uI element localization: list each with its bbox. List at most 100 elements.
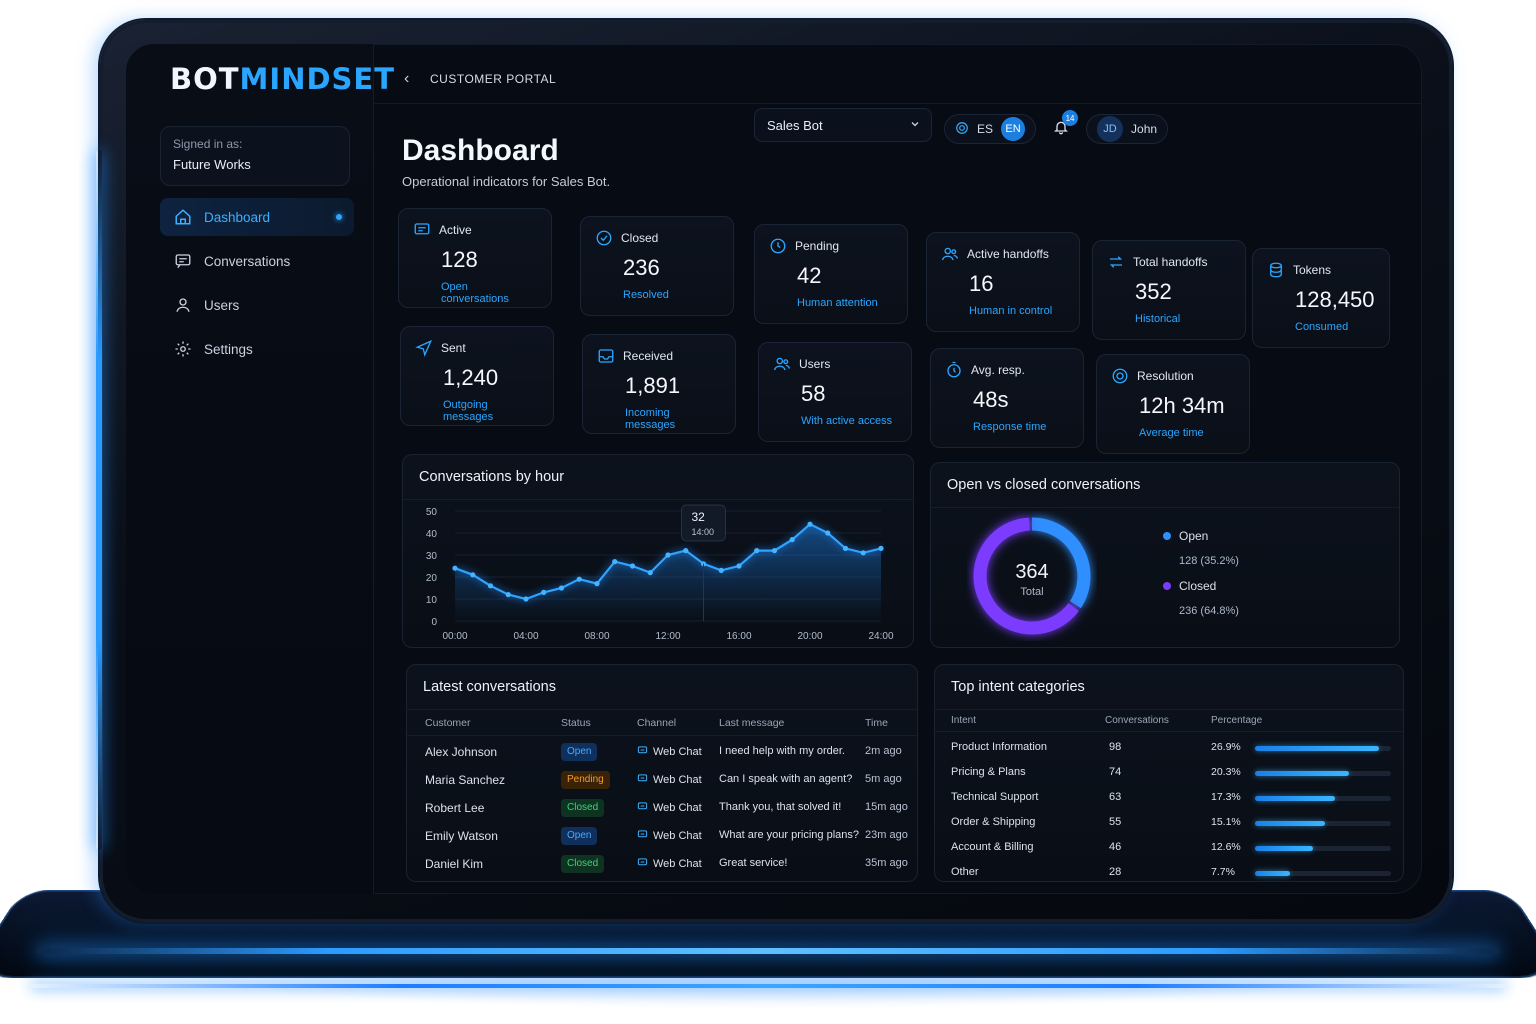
data-point — [541, 590, 546, 595]
signed-in-label: Signed in as: — [173, 137, 337, 151]
last-message: Great service! — [719, 857, 787, 869]
column-header[interactable]: Time — [865, 717, 888, 729]
kpi-value: 48s — [973, 387, 1069, 413]
table-row[interactable]: Maria Sanchez Pending Web Chat Can I speak … — [407, 767, 917, 795]
channel-cell: Web Chat — [637, 745, 702, 759]
x-tick-label: 16:00 — [726, 631, 751, 642]
table-row[interactable]: Daniel Kim Closed Web Chat Great service! 35… — [407, 851, 917, 879]
latest-conversations-panel: Latest conversations Customer Status Chann… — [406, 664, 918, 882]
kpi-card-pending[interactable]: Pending 42 Human attention — [754, 224, 908, 324]
kpi-label: Sent — [441, 341, 466, 355]
column-header[interactable]: Percentage — [1211, 715, 1262, 726]
intent-count: 63 — [1109, 791, 1121, 803]
table-row[interactable]: Other 28 7.7% — [935, 860, 1403, 888]
intent-count: 98 — [1109, 741, 1121, 753]
percentage-bar-track — [1255, 846, 1391, 851]
data-point — [648, 570, 653, 575]
notifications-button[interactable]: 14 — [1046, 114, 1076, 144]
brand-logo[interactable]: BOTMINDSET — [170, 62, 395, 96]
column-header[interactable]: Last message — [719, 717, 784, 729]
panel-title: Conversations by hour — [419, 469, 564, 485]
lang-es[interactable]: ES — [977, 122, 993, 136]
gear-icon — [174, 340, 192, 358]
table-row[interactable]: Alex Johnson Open Web Chat I need help with… — [407, 739, 917, 767]
customer-name: Robert Lee — [425, 801, 484, 815]
sidebar-item-dashboard[interactable]: Dashboard — [160, 198, 354, 236]
kpi-caption: Response time — [973, 421, 1069, 433]
chat-icon — [413, 221, 431, 239]
data-point — [861, 550, 866, 555]
column-header[interactable]: Status — [561, 717, 591, 729]
kpi-card-active-handoffs[interactable]: Active handoffs 16 Human in control — [926, 232, 1080, 332]
table-row[interactable]: Robert Lee Closed Web Chat Thank you, that … — [407, 795, 917, 823]
notification-badge: 14 — [1062, 110, 1078, 126]
kpi-label: Closed — [621, 231, 658, 245]
top-intents-panel: Top intent categories Intent Conversation… — [934, 664, 1404, 882]
kpi-value: 16 — [969, 271, 1065, 297]
x-tick-label: 12:00 — [655, 631, 680, 642]
kpi-card-received[interactable]: Received 1,891 Incoming messages — [582, 334, 736, 434]
percentage-bar-fill — [1255, 846, 1313, 851]
sidebar-item-users[interactable]: Users — [160, 286, 354, 324]
column-header[interactable]: Customer — [425, 717, 471, 729]
intent-name: Order & Shipping — [951, 816, 1035, 828]
table-row[interactable]: Order & Shipping 55 15.1% — [935, 810, 1403, 838]
user-menu[interactable]: JD John — [1086, 114, 1168, 144]
kpi-card-active[interactable]: Active 128 Open conversations — [398, 208, 552, 308]
kpi-card-users[interactable]: Users 58 With active access — [758, 342, 912, 442]
timer-icon — [945, 361, 963, 379]
table-row[interactable]: Account & Billing 46 12.6% — [935, 835, 1403, 863]
column-header[interactable]: Channel — [637, 717, 676, 729]
lang-en[interactable]: EN — [1001, 117, 1025, 141]
panel-title: Top intent categories — [951, 679, 1085, 695]
percentage-bar-fill — [1255, 771, 1349, 776]
sidebar-item-conversations[interactable]: Conversations — [160, 242, 354, 280]
page-title: Dashboard — [402, 134, 559, 168]
kpi-card-tokens[interactable]: Tokens 128,450 Consumed — [1252, 248, 1390, 348]
column-header[interactable]: Intent — [951, 715, 976, 726]
page-subtitle: Operational indicators for Sales Bot. — [402, 174, 610, 189]
kpi-card-avg-resp[interactable]: Avg. resp. 48s Response time — [930, 348, 1084, 448]
x-tick-label: 24:00 — [868, 631, 893, 642]
sidebar-item-settings[interactable]: Settings — [160, 330, 354, 368]
last-message: What are your pricing plans? — [719, 829, 859, 841]
bot-selector-value: Sales Bot — [767, 118, 823, 133]
intent-percentage: 12.6% — [1211, 841, 1241, 853]
tooltip-time: 14:00 — [692, 527, 715, 537]
customer-name: Maria Sanchez — [425, 773, 505, 787]
sidebar: BOTMINDSET Signed in as: Future Works Da… — [126, 44, 374, 894]
time-ago: 5m ago — [865, 773, 902, 785]
kpi-card-sent[interactable]: Sent 1,240 Outgoing messages — [400, 326, 554, 426]
bot-selector[interactable]: Sales Bot — [754, 108, 932, 142]
back-chevron-icon[interactable]: ‹ — [404, 70, 409, 88]
breadcrumb: CUSTOMER PORTAL — [430, 72, 556, 86]
user-icon — [174, 296, 192, 314]
data-point — [577, 577, 582, 582]
data-point — [736, 563, 741, 568]
intent-name: Account & Billing — [951, 841, 1034, 853]
data-point — [665, 552, 670, 557]
customer-name: Emily Watson — [425, 829, 498, 843]
divider — [407, 709, 917, 710]
kpi-label: Pending — [795, 239, 839, 253]
data-point — [878, 546, 883, 551]
kpi-card-resolution[interactable]: Resolution 12h 34m Average time — [1096, 354, 1250, 454]
chevron-down-icon — [909, 118, 921, 133]
avatar: JD — [1097, 116, 1123, 142]
table-row[interactable]: Emily Watson Open Web Chat What are your pr… — [407, 823, 917, 851]
table-row[interactable]: Pricing & Plans 74 20.3% — [935, 760, 1403, 788]
send-icon — [415, 339, 433, 357]
table-row[interactable]: Technical Support 63 17.3% — [935, 785, 1403, 813]
kpi-card-total-handoffs[interactable]: Total handoffs 352 Historical — [1092, 240, 1246, 340]
language-switcher[interactable]: ES EN — [944, 114, 1036, 144]
data-point — [559, 585, 564, 590]
percentage-bar-track — [1255, 746, 1391, 751]
user-name: John — [1131, 122, 1157, 136]
users-icon — [773, 355, 791, 373]
topbar-actions: ES EN 14 JD John — [944, 114, 1168, 144]
kpi-card-closed[interactable]: Closed 236 Resolved — [580, 216, 734, 316]
percentage-bar-fill — [1255, 796, 1335, 801]
column-header[interactable]: Conversations — [1105, 715, 1169, 726]
table-row[interactable]: Product Information 98 26.9% — [935, 735, 1403, 763]
users-icon — [941, 245, 959, 263]
